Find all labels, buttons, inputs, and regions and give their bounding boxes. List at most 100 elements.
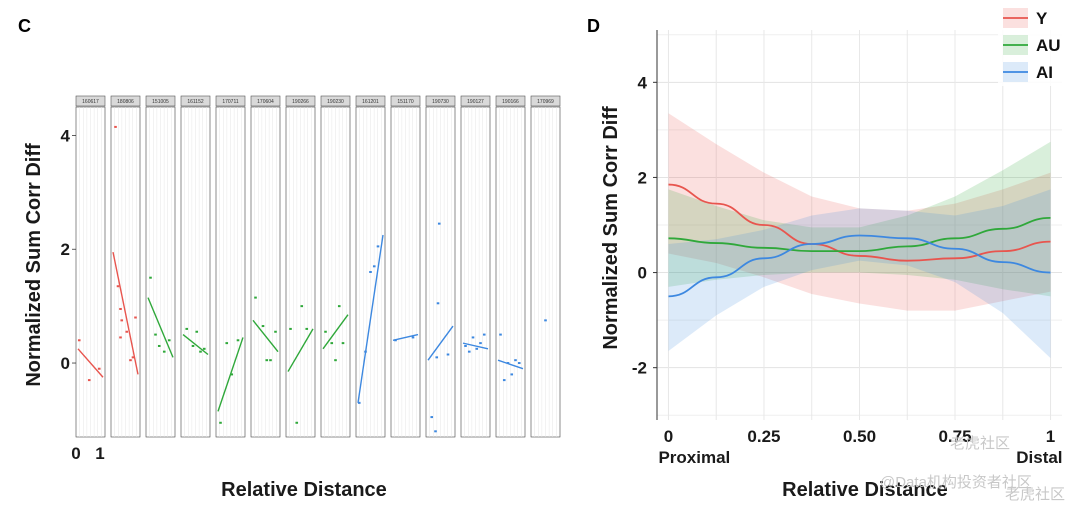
facet-point	[289, 327, 292, 330]
facet-point	[464, 344, 467, 347]
facet-point	[119, 336, 122, 339]
facet-strip	[425, 95, 456, 107]
facet-strip-label: 190730	[432, 99, 449, 105]
facet-point	[502, 379, 506, 382]
facet-trend-line	[182, 334, 209, 356]
panel-c-label: C	[18, 16, 31, 36]
facet-point	[295, 421, 299, 424]
watermark-line3: 老虎社区	[1005, 486, 1065, 503]
facet-trend-line	[287, 328, 314, 372]
facet-point	[300, 305, 304, 308]
facet-point	[475, 347, 479, 350]
facet-point	[269, 359, 272, 362]
facet-trend-line	[497, 359, 524, 370]
facet-point	[120, 319, 124, 322]
facet-point	[202, 347, 206, 350]
legend-entry-au: AU	[1036, 36, 1061, 55]
facet-point	[114, 125, 117, 128]
legend: Y AU AI	[998, 4, 1068, 86]
panel-c-facet-chart: 160617 180806 151005 161152 170711 170604 1902…	[61, 95, 561, 463]
facet-point	[219, 421, 222, 424]
facet-point	[87, 379, 91, 382]
facet-point	[185, 327, 189, 330]
facet-strip	[530, 95, 561, 107]
facet-strip	[495, 95, 526, 107]
facet-strip-label: 190266	[292, 99, 309, 105]
facet-point	[334, 359, 337, 362]
facet-strip	[215, 95, 246, 107]
facet-point	[341, 342, 345, 345]
facet-point	[479, 342, 482, 345]
panel-c-y-axis-title: Normalized Sum Corr Diff	[23, 143, 45, 387]
facet-strip	[110, 95, 141, 107]
panel-c-x-axis-title: Relative Distance	[221, 479, 387, 501]
facet-strip-label: 151170	[397, 99, 414, 105]
facet-strip-label: 161152	[187, 99, 204, 105]
facet-strip	[285, 95, 316, 107]
panel-d-label: D	[587, 16, 600, 36]
y-tick-label: 2	[61, 240, 70, 259]
facet-point	[411, 336, 415, 339]
facet-point	[199, 350, 202, 353]
facet-point	[119, 307, 122, 310]
facet-point	[376, 245, 380, 248]
facet-point	[116, 285, 120, 288]
facet-point	[499, 333, 502, 336]
facet-point	[77, 339, 81, 342]
facet-strip	[460, 95, 491, 107]
facet-point	[154, 333, 157, 336]
x-end-label-proximal: Proximal	[658, 448, 730, 467]
y-tick-label: 4	[61, 126, 71, 145]
facet-point	[514, 359, 517, 362]
watermark-line2: @Data机构投资者社区	[880, 474, 1032, 491]
facet-trend-line	[462, 342, 489, 350]
facet-trend-line	[392, 333, 419, 341]
facet-trend-line	[217, 337, 244, 412]
facet-point	[254, 296, 257, 299]
confidence-band-ai	[668, 189, 1051, 359]
facet-strip	[390, 95, 421, 107]
facet-strip-label: 170604	[257, 99, 274, 105]
facet-point	[372, 265, 376, 268]
x-tick-label: 0.50	[843, 427, 876, 446]
x-tick-label: 0	[71, 444, 80, 463]
x-tick-label: 1	[95, 444, 104, 463]
facet-point	[167, 339, 171, 342]
watermark-line1: 老虎社区	[950, 435, 1010, 452]
legend-entry-y: Y	[1036, 9, 1048, 28]
smooth-line-au	[668, 216, 1051, 253]
facet-point	[134, 316, 137, 319]
facet-point	[482, 333, 486, 336]
facet-point	[225, 342, 229, 345]
facet-point	[510, 373, 514, 376]
y-tick-label: 4	[638, 73, 648, 92]
facet-point	[369, 271, 372, 273]
facet-point	[157, 344, 161, 347]
x-tick-label: 1	[1046, 427, 1055, 446]
facet-point	[230, 373, 234, 376]
x-tick-label: 0	[664, 427, 673, 446]
facet-point	[305, 327, 309, 330]
x-tick-label: 0.75	[938, 427, 971, 446]
facet-trend-line	[357, 234, 384, 403]
facet-point	[195, 330, 199, 333]
y-tick-label: -2	[632, 359, 647, 378]
facet-point	[125, 330, 129, 333]
facet-strip-label: 180806	[117, 99, 134, 105]
facet-point	[436, 302, 440, 305]
facet-strip-label: 151005	[152, 99, 169, 105]
smooth-line-y	[668, 183, 1051, 262]
facet-strip	[320, 95, 351, 107]
facet-strip-label: 160617	[82, 99, 99, 105]
facet-trend-line	[427, 325, 454, 361]
facet-point	[467, 350, 471, 353]
y-tick-label: 2	[638, 168, 647, 187]
facet-point	[191, 344, 195, 347]
facet-trend-line	[147, 297, 174, 358]
facet-strip-label: 190127	[467, 99, 484, 105]
facet-point	[265, 359, 269, 362]
facet-point	[261, 325, 265, 328]
facet-point	[324, 330, 327, 333]
facet-strip-label: 170711	[222, 99, 239, 105]
facet-strip	[145, 95, 176, 107]
